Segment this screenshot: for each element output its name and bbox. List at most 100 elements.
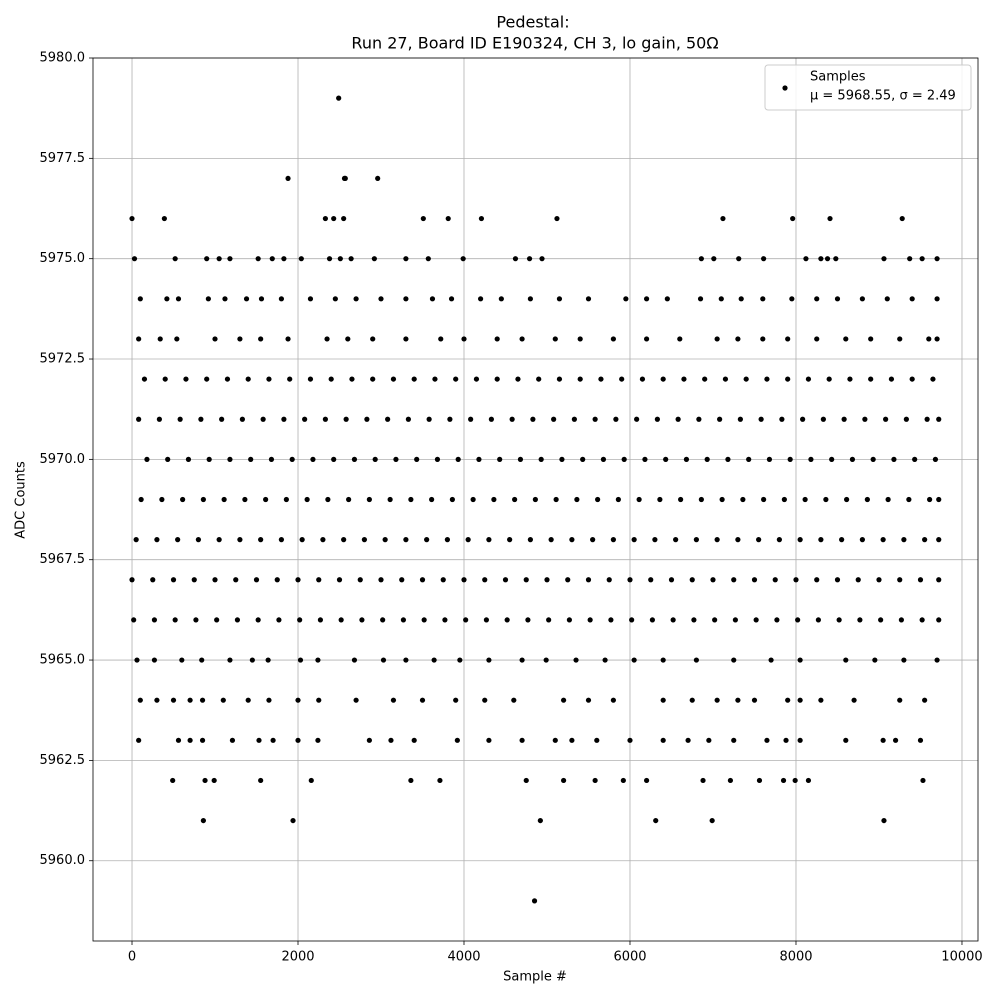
- data-point: [936, 537, 942, 543]
- data-point: [269, 256, 275, 262]
- data-point: [560, 777, 567, 784]
- data-point: [800, 416, 806, 422]
- data-point: [740, 496, 746, 503]
- data-point: [698, 496, 704, 503]
- data-point: [912, 456, 918, 462]
- data-point: [543, 657, 549, 663]
- data-point: [131, 617, 137, 623]
- data-point: [390, 376, 397, 382]
- x-tick-label: 8000: [779, 950, 812, 965]
- data-point: [442, 617, 448, 623]
- data-point: [371, 256, 377, 262]
- data-point: [494, 336, 500, 342]
- data-point: [165, 456, 171, 462]
- data-point: [317, 617, 324, 623]
- data-point: [156, 416, 162, 422]
- data-point: [722, 376, 729, 382]
- data-point: [636, 496, 642, 503]
- data-point: [172, 256, 178, 262]
- data-point: [219, 416, 225, 422]
- data-point: [403, 256, 409, 262]
- data-point: [357, 577, 363, 583]
- data-point: [566, 617, 573, 623]
- data-point: [403, 336, 409, 342]
- data-point: [814, 336, 820, 342]
- data-point: [881, 256, 887, 262]
- data-point: [258, 336, 264, 342]
- data-point: [660, 376, 666, 382]
- data-point: [302, 416, 308, 422]
- data-point: [776, 537, 782, 543]
- data-point: [936, 416, 942, 422]
- data-point: [308, 777, 314, 784]
- data-point: [691, 617, 697, 623]
- data-point: [177, 416, 183, 422]
- data-point: [926, 336, 932, 342]
- data-point: [554, 215, 560, 222]
- data-point: [497, 456, 503, 462]
- data-point: [610, 336, 616, 342]
- data-point: [222, 296, 228, 302]
- data-point: [187, 737, 193, 743]
- data-point: [919, 617, 925, 623]
- data-point: [936, 577, 942, 583]
- y-tick-label: 5960.0: [40, 853, 86, 868]
- data-point: [539, 256, 545, 262]
- data-point: [897, 336, 903, 342]
- data-point: [361, 537, 368, 543]
- data-point: [652, 537, 658, 543]
- data-point: [934, 296, 940, 302]
- data-point: [643, 777, 650, 784]
- data-point: [868, 376, 874, 382]
- data-point: [826, 376, 832, 382]
- data-point: [634, 416, 640, 422]
- data-point: [594, 737, 600, 743]
- data-point: [338, 617, 344, 623]
- data-point: [815, 617, 821, 623]
- data-point: [380, 617, 386, 623]
- data-point: [814, 296, 820, 302]
- y-tick-label: 5977.5: [40, 151, 86, 166]
- data-point: [523, 577, 529, 583]
- data-point: [331, 456, 337, 462]
- data-point: [693, 537, 699, 543]
- data-point: [150, 577, 156, 583]
- data-point: [689, 697, 695, 703]
- data-point: [780, 777, 787, 784]
- data-point: [843, 336, 849, 342]
- data-point: [709, 817, 715, 824]
- data-point: [315, 657, 321, 663]
- data-point: [136, 737, 142, 743]
- data-point: [227, 256, 233, 262]
- data-point: [351, 456, 358, 462]
- data-point: [491, 496, 497, 503]
- data-point: [440, 577, 446, 583]
- data-point: [278, 537, 285, 543]
- data-point: [903, 416, 909, 422]
- data-point: [348, 256, 354, 262]
- data-point: [746, 456, 752, 462]
- data-point: [519, 737, 525, 743]
- data-point: [648, 577, 654, 583]
- data-point: [325, 496, 331, 503]
- data-point: [673, 537, 679, 543]
- chart-title: Pedestal:: [496, 13, 569, 32]
- data-point: [200, 496, 206, 503]
- plot-frame: [92, 57, 979, 942]
- data-point: [761, 256, 767, 262]
- x-tick-label: 4000: [447, 950, 480, 965]
- data-point: [753, 617, 759, 623]
- data-point: [393, 456, 399, 462]
- data-point: [431, 657, 437, 663]
- data-point: [544, 577, 550, 583]
- data-point: [696, 416, 702, 422]
- data-point: [345, 336, 351, 342]
- data-point: [234, 617, 241, 623]
- legend-marker: [782, 85, 788, 91]
- data-point: [883, 416, 889, 422]
- data-point: [569, 737, 575, 743]
- data-point: [205, 296, 211, 302]
- data-point: [592, 777, 598, 784]
- data-point: [429, 296, 436, 302]
